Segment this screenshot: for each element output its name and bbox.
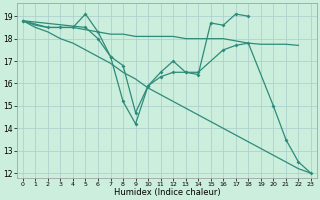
- X-axis label: Humidex (Indice chaleur): Humidex (Indice chaleur): [114, 188, 220, 197]
